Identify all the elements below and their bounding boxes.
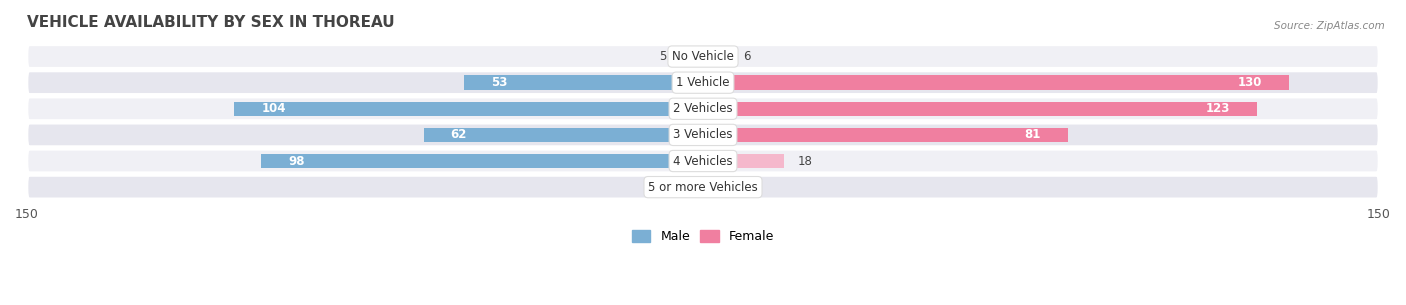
Text: 2 Vehicles: 2 Vehicles	[673, 102, 733, 115]
Text: 130: 130	[1237, 76, 1261, 89]
Text: 18: 18	[797, 155, 813, 167]
Bar	[703, 102, 1257, 116]
FancyBboxPatch shape	[27, 71, 1379, 95]
Bar	[262, 154, 703, 168]
Text: VEHICLE AVAILABILITY BY SEX IN THOREAU: VEHICLE AVAILABILITY BY SEX IN THOREAU	[27, 15, 395, 30]
Text: 104: 104	[262, 102, 285, 115]
Text: No Vehicle: No Vehicle	[672, 50, 734, 63]
FancyBboxPatch shape	[27, 123, 1379, 147]
FancyBboxPatch shape	[27, 149, 1379, 173]
Bar	[235, 102, 703, 116]
Bar	[703, 49, 730, 64]
Text: 1 Vehicle: 1 Vehicle	[676, 76, 730, 89]
Text: 3 Vehicles: 3 Vehicles	[673, 128, 733, 142]
Bar	[681, 49, 703, 64]
Text: Source: ZipAtlas.com: Source: ZipAtlas.com	[1274, 21, 1385, 31]
Text: 123: 123	[1206, 102, 1230, 115]
Text: 98: 98	[288, 155, 305, 167]
Text: 62: 62	[450, 128, 467, 142]
Text: 5 or more Vehicles: 5 or more Vehicles	[648, 181, 758, 194]
Bar	[703, 128, 1069, 142]
Bar	[703, 76, 1289, 90]
Bar	[423, 128, 703, 142]
Text: 0: 0	[717, 181, 724, 194]
Text: 6: 6	[744, 50, 751, 63]
FancyBboxPatch shape	[27, 175, 1379, 199]
Text: 4 Vehicles: 4 Vehicles	[673, 155, 733, 167]
FancyBboxPatch shape	[27, 45, 1379, 68]
Bar	[464, 76, 703, 90]
Legend: Male, Female: Male, Female	[627, 225, 779, 248]
Text: 53: 53	[491, 76, 508, 89]
Text: 5: 5	[659, 50, 666, 63]
Text: 81: 81	[1025, 128, 1040, 142]
Text: 0: 0	[682, 181, 689, 194]
Bar	[703, 154, 785, 168]
FancyBboxPatch shape	[27, 97, 1379, 120]
